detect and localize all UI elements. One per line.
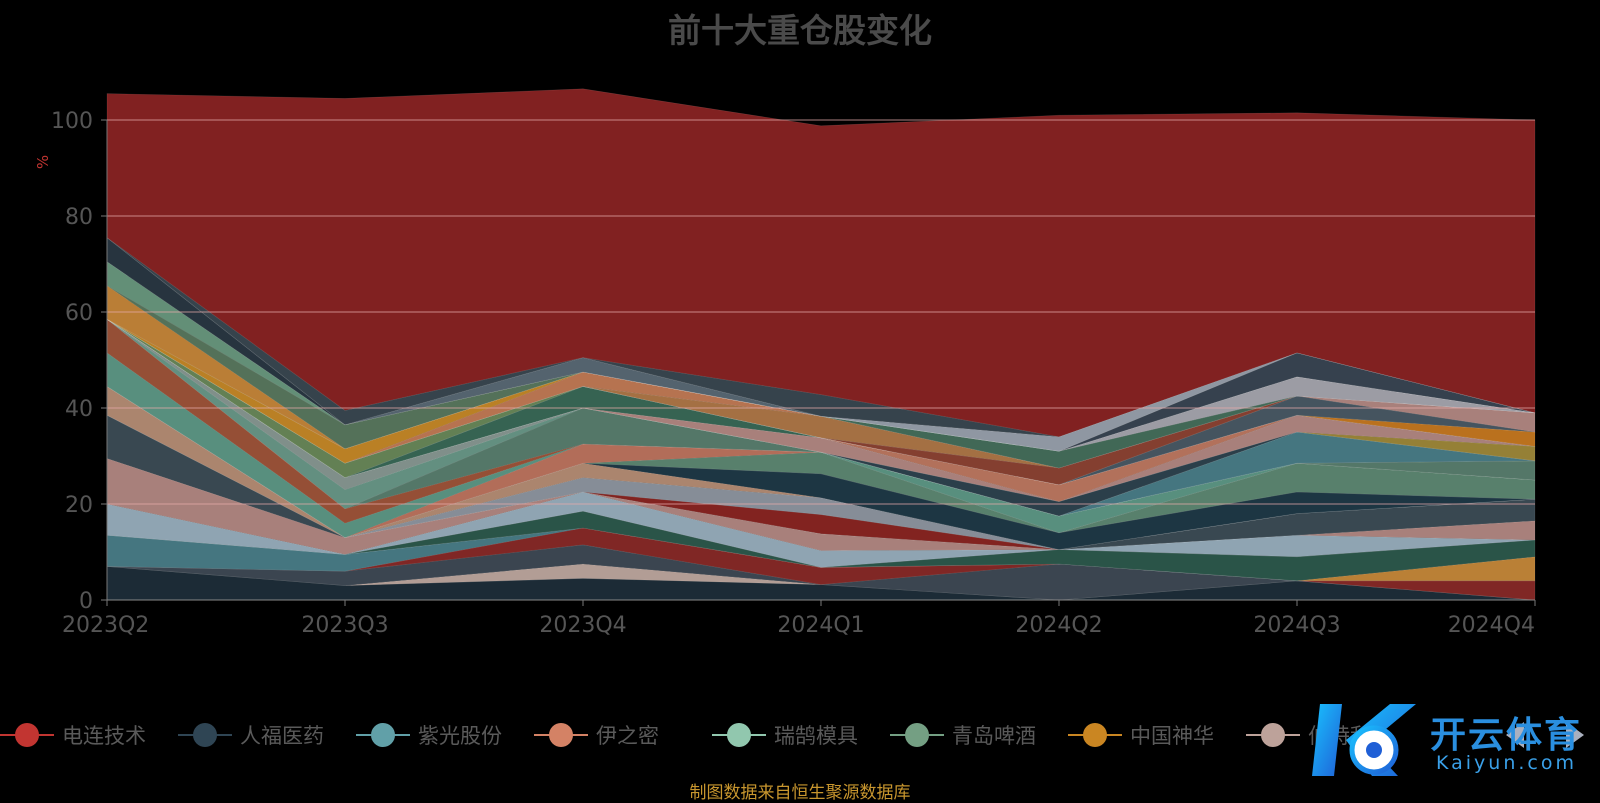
x-tick-label: 2023Q4 [539, 613, 626, 638]
legend-item[interactable]: 瑞鹄模具 [712, 718, 858, 752]
area-bands [106, 88, 1536, 601]
legend-swatch-icon [1068, 722, 1122, 748]
watermark-text-cn: 开云体育 [1430, 715, 1583, 756]
legend-swatch-icon [0, 722, 54, 748]
grid-lines [107, 119, 1535, 505]
legend-swatch-icon [712, 722, 766, 748]
axes: 0 20 40 60 80 100 2023Q2 2023Q3 2023Q4 2024Q1 2024… [51, 109, 1536, 638]
y-axis-label: % [34, 155, 52, 169]
x-tick-label: 2024Q4 [1448, 613, 1535, 638]
x-tick-label: 2023Q2 [62, 613, 149, 638]
legend-label: 紫光股份 [418, 724, 502, 748]
legend-label: 人福医药 [240, 724, 324, 748]
x-tick-label: 2023Q3 [301, 613, 388, 638]
legend-pager [1492, 718, 1592, 752]
legend-label: 瑞鹄模具 [774, 724, 858, 748]
legend-item[interactable]: 电连技术 [0, 718, 146, 752]
watermark-text-en: Kaiyun.com [1436, 752, 1577, 774]
y-tick-label: 0 [79, 589, 93, 614]
legend-label: 伊之密 [596, 724, 659, 748]
legend-label: 青岛啤酒 [952, 724, 1036, 748]
legend: 电连技术 人福医药 紫光股份 伊之密 瑞鹄模具 青岛啤酒 中国神华 伯特利 [0, 718, 1600, 752]
legend-item[interactable]: 人福医药 [178, 718, 324, 752]
legend-label: 电连技术 [62, 724, 146, 748]
area-band [106, 318, 1536, 486]
chart-title: 前十大重仓股变化 [668, 11, 932, 50]
legend-next-page-icon[interactable] [1566, 722, 1584, 748]
legend-item[interactable]: 伊之密 [534, 718, 659, 752]
legend-swatch-icon [178, 722, 232, 748]
legend-item[interactable]: 紫光股份 [356, 718, 502, 752]
y-tick-label: 60 [65, 301, 93, 326]
y-tick-label: 80 [65, 205, 93, 230]
legend-swatch-icon [534, 722, 588, 748]
legend-item[interactable]: 青岛啤酒 [890, 718, 1036, 752]
y-tick-label: 20 [65, 493, 93, 518]
legend-item[interactable]: 中国神华 [1068, 718, 1214, 752]
y-tick-label: 40 [65, 397, 93, 422]
watermark-logo-icon [1312, 704, 1416, 776]
area-band [106, 318, 1536, 486]
source-note: 制图数据来自恒生聚源数据库 [689, 783, 911, 803]
x-tick-label: 2024Q3 [1253, 613, 1340, 638]
area-band [106, 88, 1536, 438]
legend-prev-page-icon[interactable] [1506, 722, 1524, 748]
legend-swatch-icon [890, 722, 944, 748]
x-tick-label: 2024Q1 [777, 613, 864, 638]
legend-label: 中国神华 [1130, 724, 1214, 748]
legend-swatch-icon [356, 722, 410, 748]
watermark: 开云体育 Kaiyun.com [1312, 700, 1600, 780]
legend-swatch-icon [1246, 722, 1300, 748]
x-tick-label: 2024Q2 [1015, 613, 1102, 638]
y-tick-label: 100 [51, 109, 93, 134]
